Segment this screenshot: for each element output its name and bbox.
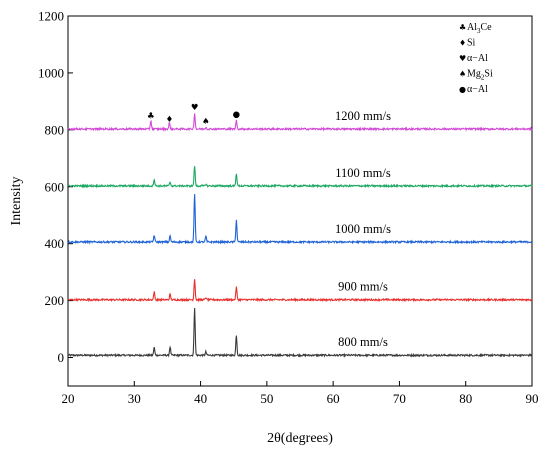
peak-marker: ♦	[166, 115, 174, 125]
legend-entry: ♥ α−Al	[459, 53, 488, 64]
series-line	[67, 307, 533, 359]
y-tick-label: 0	[58, 350, 65, 365]
legend-label-sub: 3	[477, 27, 481, 35]
legend-label-after: Ce	[481, 22, 493, 33]
legend-label-sub: 2	[481, 74, 485, 82]
series-label: 1000 mm/s	[335, 222, 391, 236]
legend-label: Si	[467, 38, 476, 49]
series-line	[67, 166, 533, 189]
legend-label: Al3Ce	[467, 22, 492, 35]
legend-label-main: α−Al	[467, 84, 488, 95]
x-tick-label: 50	[260, 391, 273, 406]
x-tick-label: 70	[393, 391, 406, 406]
legend-label-main: Si	[467, 38, 476, 49]
y-tick-label: 800	[45, 122, 65, 137]
legend-label: α−Al	[467, 84, 488, 95]
x-tick-label: 30	[128, 391, 141, 406]
legend-symbol: ●	[459, 85, 466, 94]
legend-entry: ● α−Al	[459, 84, 488, 95]
legend-symbol: ♥	[459, 54, 466, 63]
x-tick-label: 90	[526, 391, 539, 406]
series-line	[67, 279, 533, 303]
x-axis: 20 30 40 50 60 70 80 90	[62, 381, 539, 406]
series-2: 1000 mm/s	[67, 194, 533, 245]
series-0: 800 mm/s	[67, 307, 533, 359]
legend-label-main: Al	[467, 22, 477, 33]
plot-frame	[67, 15, 533, 387]
series-label: 1200 mm/s	[335, 109, 391, 123]
y-tick-label: 1000	[38, 65, 64, 80]
series-label: 1100 mm/s	[335, 166, 391, 180]
legend-label: Mg2Si	[467, 69, 493, 82]
x-tick-label: 80	[459, 391, 472, 406]
legend-label-main: α−Al	[467, 53, 488, 64]
series-3: 1100 mm/s	[67, 166, 533, 189]
legend-symbol: ♠	[459, 70, 466, 79]
legend-entry: ♣ Al3Ce	[459, 22, 492, 35]
series-layer: 800 mm/s 900 mm/s 1000 mm/s 1100 mm/s 1200 m…	[67, 109, 533, 359]
series-line	[67, 113, 533, 132]
legend-entry: ♠ Mg2Si	[459, 69, 493, 82]
series-label: 800 mm/s	[338, 335, 388, 349]
series-4: 1200 mm/s	[67, 109, 533, 132]
x-axis-title: 2θ(degrees)	[267, 431, 333, 446]
series-label: 900 mm/s	[338, 280, 388, 294]
peak-marker: ♥	[191, 103, 199, 113]
series-line	[67, 194, 533, 245]
y-tick-label: 1200	[38, 9, 64, 24]
series-1: 900 mm/s	[67, 279, 533, 303]
legend-symbol: ♦	[459, 39, 466, 48]
y-axis-title: Intensity	[9, 177, 24, 226]
legend-label: α−Al	[467, 53, 488, 64]
x-tick-label: 60	[327, 391, 340, 406]
legend-label-after: Si	[484, 69, 493, 80]
y-axis: 0 200 400 600 800 1000 1200	[38, 9, 73, 365]
legend-symbol: ♣	[459, 23, 466, 32]
y-tick-label: 600	[45, 179, 65, 194]
legend-entry: ♦ Si	[459, 38, 476, 49]
legend: ♣ Al3Ce♦ Si♥ α−Al♠ Mg2Si● α−Al	[459, 22, 493, 95]
peak-marker: ♣	[147, 111, 155, 121]
y-tick-label: 200	[45, 293, 65, 308]
x-tick-label: 40	[194, 391, 207, 406]
x-tick-label: 20	[62, 391, 75, 406]
peak-marker: ♠	[202, 117, 210, 127]
peak-markers: ♣ ♦ ♥♠ ●	[147, 103, 240, 127]
legend-label-main: Mg	[467, 69, 481, 80]
y-tick-label: 400	[45, 236, 65, 251]
peak-marker: ●	[233, 110, 240, 120]
